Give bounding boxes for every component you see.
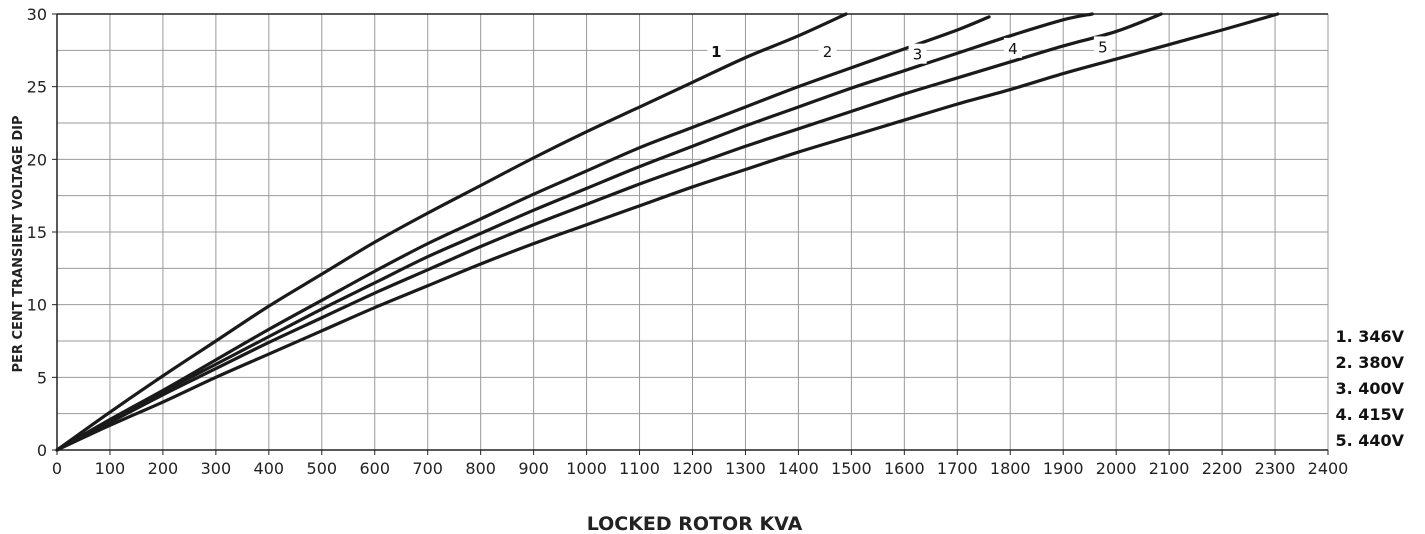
- x-tick-label: 2000: [1096, 459, 1137, 478]
- curve-label-2: 2: [823, 43, 833, 61]
- legend: 1. 346V 2. 380V 3. 400V 4. 415V 5. 440V: [1335, 327, 1404, 450]
- x-axis-title: LOCKED ROTOR KVA: [587, 513, 803, 534]
- legend-entry: 5. 440V: [1335, 431, 1404, 450]
- y-tick-label: 0: [37, 441, 47, 460]
- y-tick-label: 20: [27, 150, 47, 169]
- curve-label-4: 4: [1008, 40, 1018, 58]
- x-tick-label: 1200: [672, 459, 713, 478]
- legend-entry: 4. 415V: [1335, 405, 1404, 424]
- grid: [56, 13, 1329, 451]
- x-tick-label: 1000: [566, 459, 607, 478]
- x-tick-label: 900: [518, 459, 549, 478]
- y-tick-label: 10: [27, 296, 47, 315]
- x-tick-label: 2400: [1308, 459, 1349, 478]
- curve-labels: 1 2 3 4 5: [707, 36, 1112, 64]
- x-tick-label: 1800: [990, 459, 1031, 478]
- x-tick-label: 1900: [1043, 459, 1084, 478]
- x-tick-label: 400: [254, 459, 285, 478]
- series-line-4: [55, 12, 1163, 452]
- legend-entry: 2. 380V: [1335, 353, 1404, 372]
- curve-label-bg: [818, 40, 837, 61]
- series-line-3: [55, 12, 1094, 452]
- y-axis-title: PER CENT TRANSIENT VOLTAGE DIP: [11, 116, 26, 373]
- series-group: [55, 12, 1280, 452]
- x-tick-label: 1300: [725, 459, 766, 478]
- legend-entry: 1. 346V: [1335, 327, 1404, 346]
- y-tick-label: 25: [27, 78, 47, 97]
- x-tick-label: 300: [201, 459, 232, 478]
- x-tick-label: 600: [359, 459, 390, 478]
- curve-label-5: 5: [1098, 38, 1108, 56]
- curve-label-1: 1: [711, 43, 721, 61]
- y-tick-label: 5: [37, 368, 47, 387]
- tick-labels: 0 100 200 300 400 500 600 700 800 900 1000 1100 1200…: [27, 5, 1349, 478]
- x-tick-label: 2200: [1202, 459, 1243, 478]
- x-tick-label: 200: [148, 459, 179, 478]
- x-tick-label: 1100: [619, 459, 660, 478]
- x-tick-label: 500: [307, 459, 338, 478]
- x-tick-label: 800: [465, 459, 496, 478]
- series-line-2: [55, 15, 991, 452]
- x-tick-label: 2100: [1149, 459, 1190, 478]
- x-tick-label: 1600: [884, 459, 925, 478]
- curve-label-bg: [908, 43, 927, 64]
- x-tick-label: 700: [412, 459, 443, 478]
- x-tick-label: 0: [52, 459, 62, 478]
- axes: [52, 13, 1329, 455]
- curve-label-3: 3: [913, 46, 923, 64]
- legend-entry: 3. 400V: [1335, 379, 1404, 398]
- y-tick-label: 30: [27, 5, 47, 24]
- y-tick-label: 15: [27, 223, 47, 242]
- series-line-1: [55, 12, 848, 452]
- curve-label-bg: [707, 40, 726, 61]
- curve-label-bg: [1093, 36, 1112, 57]
- x-tick-label: 1500: [831, 459, 872, 478]
- curve-label-bg: [1003, 37, 1022, 58]
- x-tick-label: 100: [95, 459, 126, 478]
- series-line-5: [55, 12, 1280, 452]
- x-tick-label: 1700: [937, 459, 978, 478]
- x-tick-label: 2300: [1255, 459, 1296, 478]
- x-tick-label: 1400: [778, 459, 819, 478]
